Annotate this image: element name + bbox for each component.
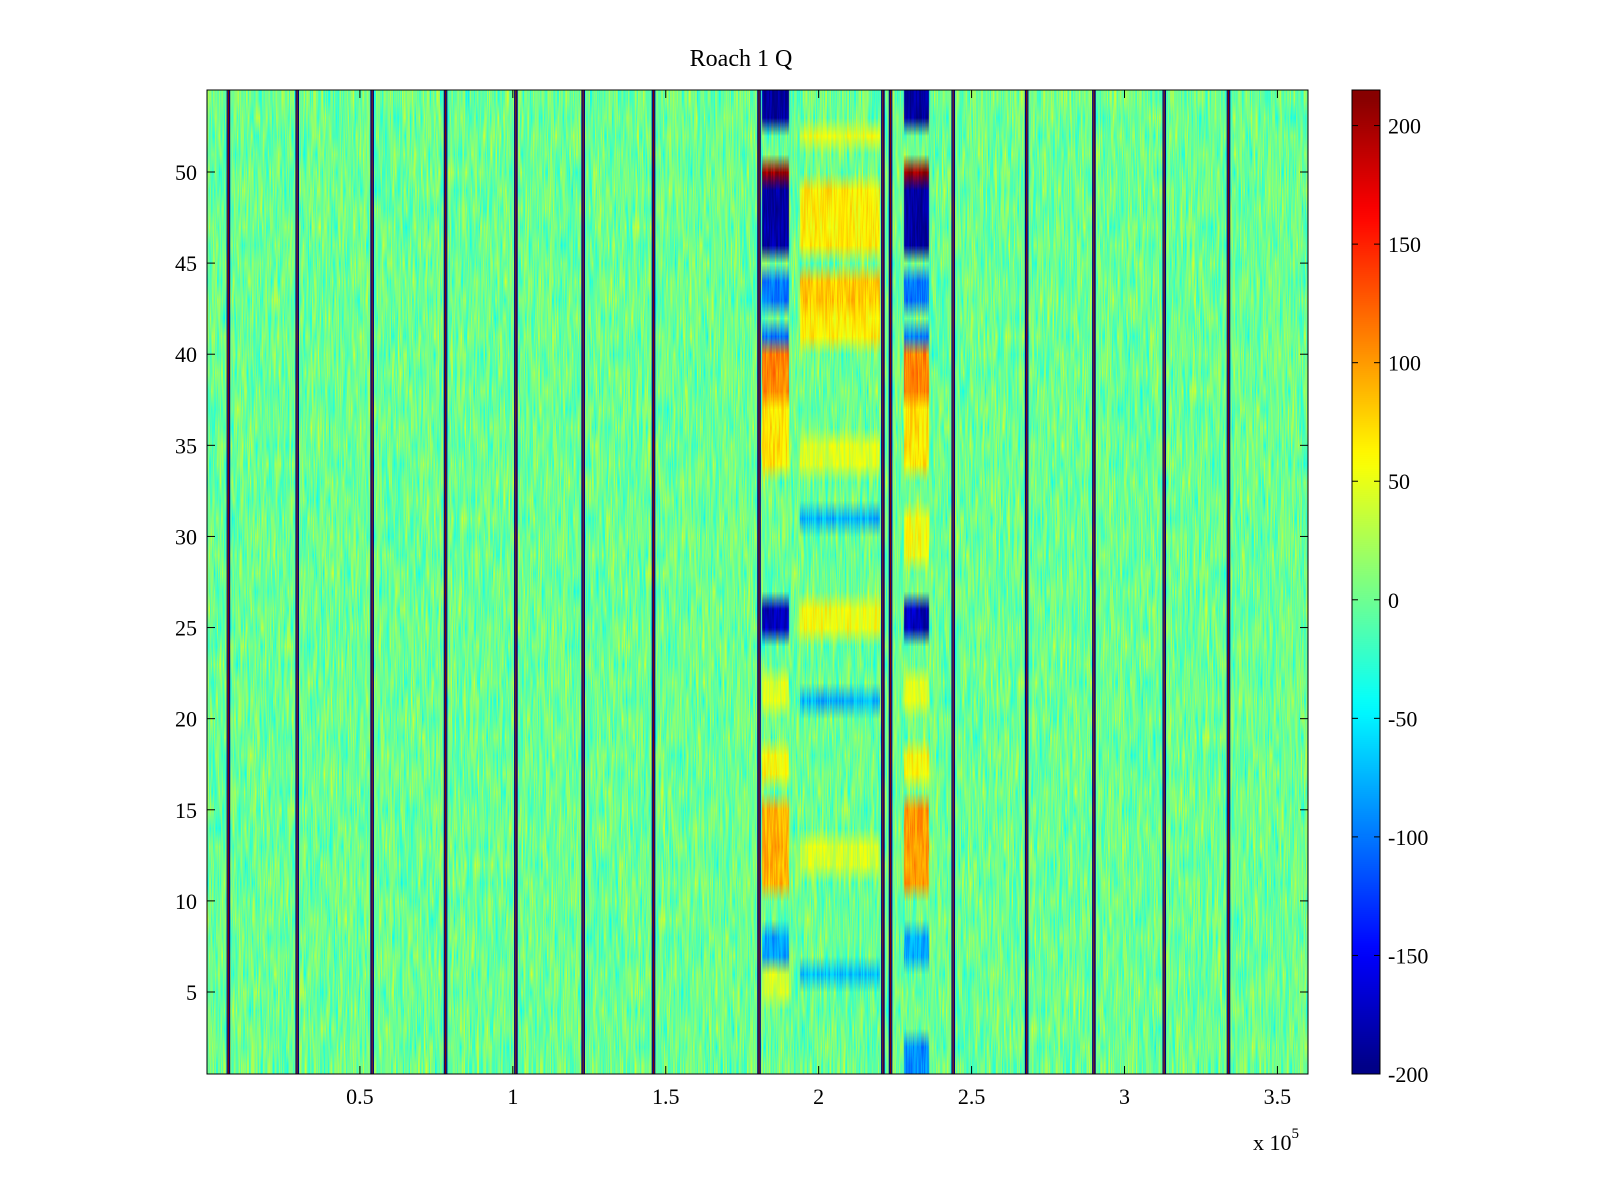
x-exponent-base: x 10 <box>1253 1130 1292 1155</box>
x-tick-label: 3.5 <box>1264 1084 1292 1109</box>
x-tick-label: 3 <box>1119 1084 1130 1109</box>
boundary-lines <box>226 90 1231 1074</box>
y-tick-label: 35 <box>175 433 197 458</box>
x-exponent: x 105 <box>1253 1126 1299 1155</box>
y-axis: 5 10 15 20 25 30 35 40 45 50 <box>175 160 1308 1005</box>
y-tick-label: 50 <box>175 160 197 185</box>
colorbar-frame <box>1351 89 1381 1075</box>
x-tick-label: 1.5 <box>652 1084 680 1109</box>
colorbar-tick-label: 100 <box>1388 351 1421 376</box>
colorbar: 200 150 100 50 0 -50 -100 -150 -200 <box>1351 89 1428 1087</box>
colorbar-tick-label: -150 <box>1388 943 1428 968</box>
y-tick-label: 20 <box>175 707 197 732</box>
y-tick-label: 15 <box>175 798 197 823</box>
y-tick-label: 25 <box>175 616 197 641</box>
x-tick-label: 2.5 <box>958 1084 986 1109</box>
plot-frame <box>206 89 1309 1075</box>
y-tick-label: 30 <box>175 524 197 549</box>
x-axis: 0.5 1 1.5 2 2.5 3 3.5 <box>346 90 1291 1109</box>
plot-area: 0.5 1 1.5 2 2.5 3 3.5 5 10 15 20 25 30 35 40 45 50 x 10… <box>175 89 1309 1155</box>
colorbar-tick-label: 0 <box>1388 588 1399 613</box>
colorbar-tick-label: -100 <box>1388 825 1428 850</box>
y-tick-label: 40 <box>175 342 197 367</box>
colorbar-tick-label: -50 <box>1388 706 1417 731</box>
x-tick-label: 2 <box>813 1084 824 1109</box>
colorbar-gradient <box>1352 90 1380 1074</box>
y-tick-label: 45 <box>175 251 197 276</box>
colorbar-tick-label: -200 <box>1388 1062 1428 1087</box>
x-tick-label: 1 <box>507 1084 518 1109</box>
colorbar-tick-label: 200 <box>1388 114 1421 139</box>
colorbar-ticks: 200 150 100 50 0 -50 -100 -150 -200 <box>1352 114 1428 1087</box>
x-tick-label: 0.5 <box>346 1084 374 1109</box>
chart-title: Roach 1 Q <box>690 46 793 72</box>
colorbar-tick-label: 50 <box>1388 469 1410 494</box>
colorbar-tick-label: 150 <box>1388 232 1421 257</box>
x-exponent-power: 5 <box>1292 1126 1300 1142</box>
y-tick-label: 10 <box>175 889 197 914</box>
y-tick-label: 5 <box>186 980 197 1005</box>
